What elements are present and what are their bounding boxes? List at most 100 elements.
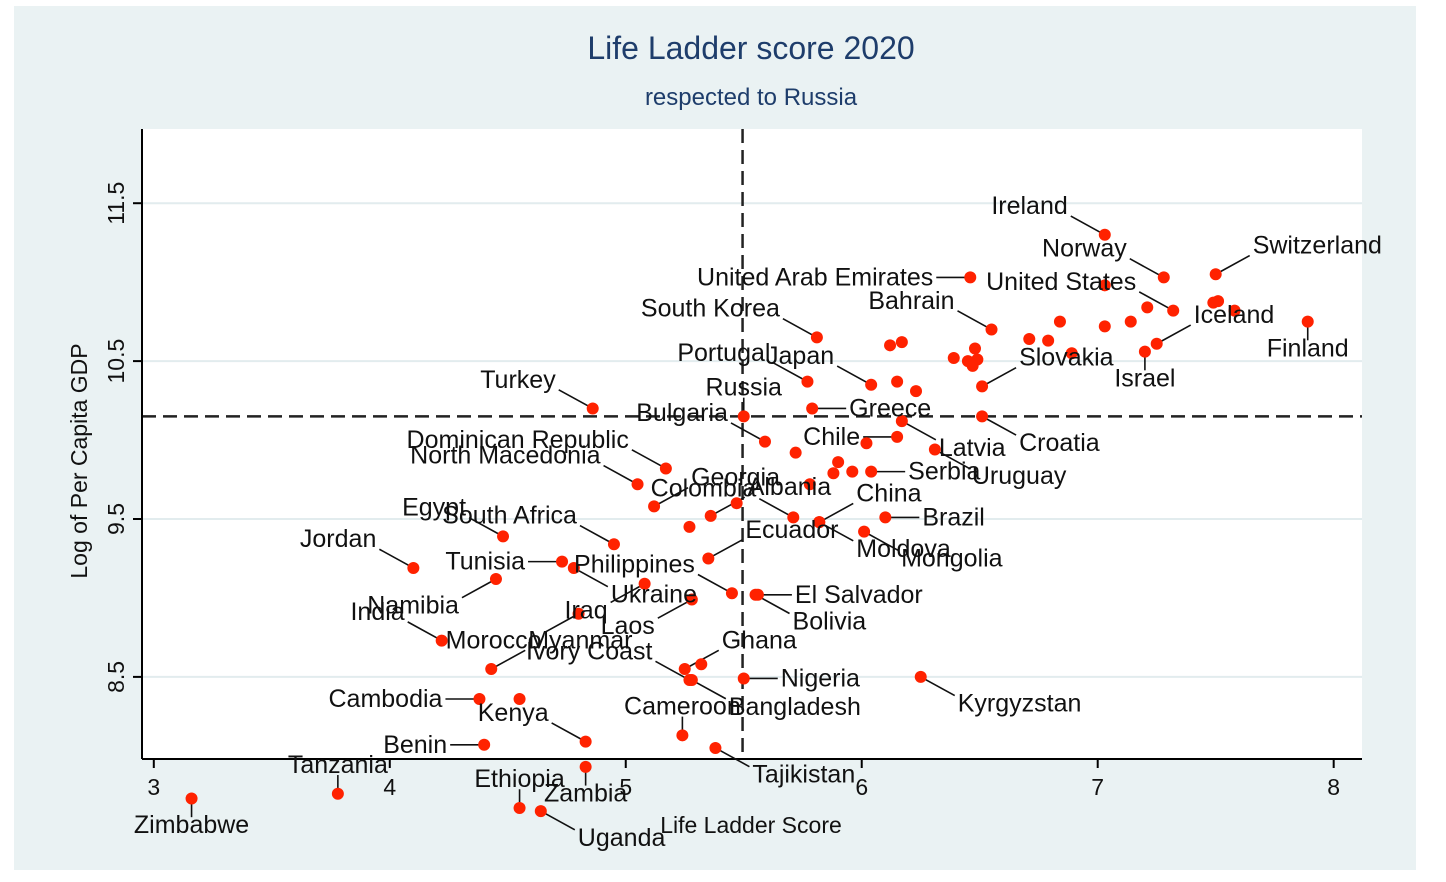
data-point — [1124, 315, 1137, 328]
data-point — [928, 443, 941, 456]
data-point — [1167, 304, 1180, 317]
data-point — [968, 342, 981, 355]
data-point — [860, 437, 873, 450]
data-point — [865, 378, 878, 391]
point-label: Bulgaria — [636, 399, 728, 427]
data-point — [683, 520, 696, 533]
data-point — [513, 693, 526, 705]
label-connector — [782, 318, 818, 339]
point-label: India — [350, 598, 404, 626]
data-point — [1042, 334, 1055, 347]
axes: 8.5 9.5 10.5 11.5 3 4 5 6 7 8 — [103, 129, 1362, 800]
label-connector — [691, 679, 727, 700]
label-connector — [544, 613, 579, 634]
data-point — [1053, 315, 1066, 328]
data-point — [489, 573, 502, 585]
data-point — [964, 271, 977, 284]
data-point — [638, 577, 651, 590]
point-label: Ecuador — [745, 516, 838, 544]
point-label: Tanzania — [288, 751, 388, 779]
scatter-chart: Life Ladder score 2020 respected to Russ… — [66, 30, 1382, 852]
point-label: Serbia — [908, 458, 980, 486]
label-connectors — [190, 215, 1309, 831]
data-point — [1157, 271, 1170, 284]
data-point — [985, 323, 998, 336]
data-point — [659, 462, 672, 475]
data-point — [737, 672, 750, 685]
data-point — [725, 587, 738, 600]
data-point — [579, 760, 592, 773]
point-label: Ukraine — [611, 581, 697, 609]
data-point — [676, 729, 689, 742]
data-point — [331, 787, 344, 800]
data-point — [1301, 315, 1314, 328]
point-label: Latvia — [939, 434, 1006, 462]
plot-area — [142, 129, 1362, 759]
label-connector — [697, 573, 733, 594]
data-point — [685, 593, 698, 606]
reference-lines — [142, 129, 1362, 759]
data-point — [1150, 337, 1163, 350]
x-tick-label: 8 — [1327, 774, 1340, 800]
data-point — [1098, 320, 1111, 333]
data-point — [801, 375, 814, 388]
label-connector — [836, 365, 872, 386]
data-point — [1098, 279, 1111, 292]
y-tick-label: 11.5 — [103, 182, 129, 225]
point-label: Albania — [748, 473, 831, 501]
point-label: China — [856, 479, 921, 507]
chart-title: Life Ladder score 2020 — [587, 30, 914, 66]
label-connector — [773, 362, 808, 383]
data-point — [810, 331, 823, 344]
point-label: Bolivia — [793, 607, 867, 635]
point-label: Iceland — [1194, 301, 1275, 329]
point-label: Georgia — [691, 464, 780, 492]
chart-frame: Life Ladder score 2020 respected to Russ… — [14, 6, 1416, 870]
point-label: Cambodia — [328, 685, 442, 713]
label-connector — [558, 389, 594, 410]
point-label: Uruguay — [972, 462, 1067, 490]
y-axis-label: Log of Per Capita GDP — [66, 343, 92, 578]
data-point — [846, 465, 859, 478]
point-label: Tunisia — [445, 548, 525, 576]
label-connector — [934, 448, 970, 469]
point-label: Zimbabwe — [134, 811, 249, 839]
data-point — [730, 497, 743, 510]
point-label: Ireland — [991, 192, 1067, 220]
label-connector — [407, 621, 443, 642]
data-point — [737, 410, 750, 423]
data-point — [976, 410, 989, 423]
data-point — [556, 555, 569, 568]
data-point — [1065, 347, 1078, 360]
data-point — [1228, 304, 1241, 317]
point-label: Jordan — [300, 525, 376, 553]
point-label: Chile — [803, 423, 860, 451]
label-connector — [653, 486, 689, 508]
data-point — [572, 607, 585, 620]
y-tick-label: 9.5 — [103, 503, 129, 535]
point-label: Zambia — [544, 780, 627, 808]
data-point — [813, 516, 826, 529]
point-label: Slovakia — [1019, 344, 1114, 372]
point-label: Kenya — [478, 699, 549, 727]
data-point — [497, 530, 510, 543]
point-label: Tajikistan — [752, 761, 855, 789]
data-points — [185, 228, 1314, 818]
point-label: Morocco — [446, 626, 542, 654]
data-point — [704, 509, 717, 522]
data-point — [803, 478, 816, 491]
label-connector — [715, 747, 750, 768]
point-label: Ghana — [722, 626, 797, 654]
label-connector — [1138, 291, 1174, 312]
label-connector — [655, 660, 690, 681]
point-label: Portugal — [677, 339, 770, 367]
x-axis-label: Life Ladder Score — [660, 812, 842, 838]
data-point — [947, 351, 960, 364]
point-label: South Africa — [442, 502, 577, 530]
point-label: Norway — [1042, 235, 1127, 263]
label-connector — [468, 516, 504, 538]
label-connector — [957, 310, 992, 331]
point-label: Israel — [1114, 364, 1175, 392]
point-label: Dominican Republic — [407, 426, 629, 454]
label-connector — [631, 449, 667, 470]
